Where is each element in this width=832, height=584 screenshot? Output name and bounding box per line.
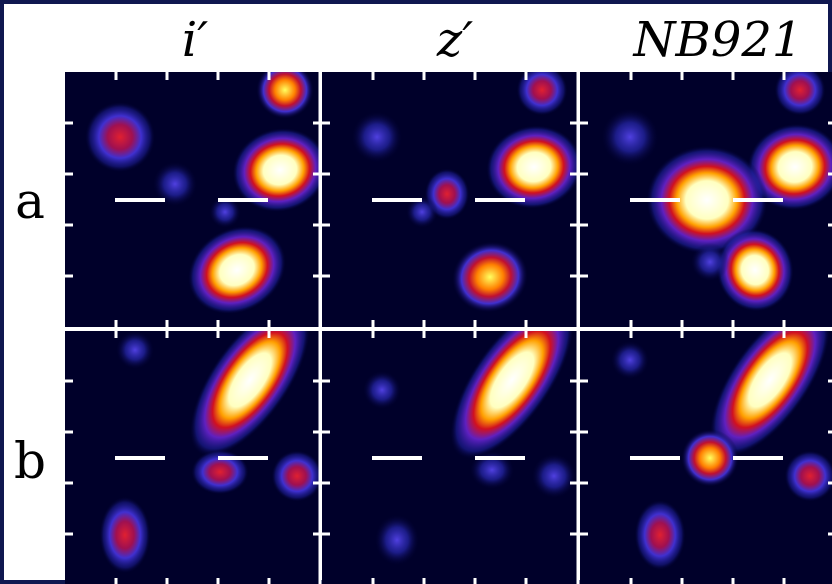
source [152,161,198,207]
source [451,241,529,313]
source [188,225,286,315]
source [209,196,241,228]
row-label: b [14,432,46,490]
column-header: NB921 [633,12,803,68]
source [99,496,151,574]
source [716,228,794,312]
source [189,330,311,457]
source [84,101,156,173]
source [406,196,438,228]
source [271,450,321,502]
source [531,453,577,499]
image-panel [65,72,321,328]
source [450,330,574,460]
source [784,450,832,502]
panel-grid [65,72,832,584]
image-panel [322,72,578,328]
column-header: z′ [436,12,473,68]
image-panel [65,330,321,584]
source [610,340,650,380]
source [232,127,321,213]
image-panel [322,330,578,584]
column-header: i′ [182,12,208,68]
source [191,449,249,495]
source [516,72,568,116]
source [709,330,831,457]
source [681,429,739,487]
source [374,514,420,566]
source [469,450,515,490]
image-panel [580,72,832,328]
source [362,370,402,410]
source [774,72,826,116]
row-label: a [15,172,45,230]
source [747,123,832,211]
image-panel [580,330,832,584]
source [690,242,730,282]
source [486,125,578,209]
source [646,145,768,255]
source [115,330,155,370]
source [351,111,403,163]
source [634,499,686,571]
source [256,72,314,119]
source [601,108,659,166]
